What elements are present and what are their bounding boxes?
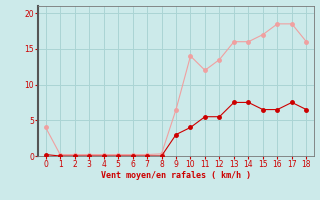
X-axis label: Vent moyen/en rafales ( km/h ): Vent moyen/en rafales ( km/h ) [101, 171, 251, 180]
